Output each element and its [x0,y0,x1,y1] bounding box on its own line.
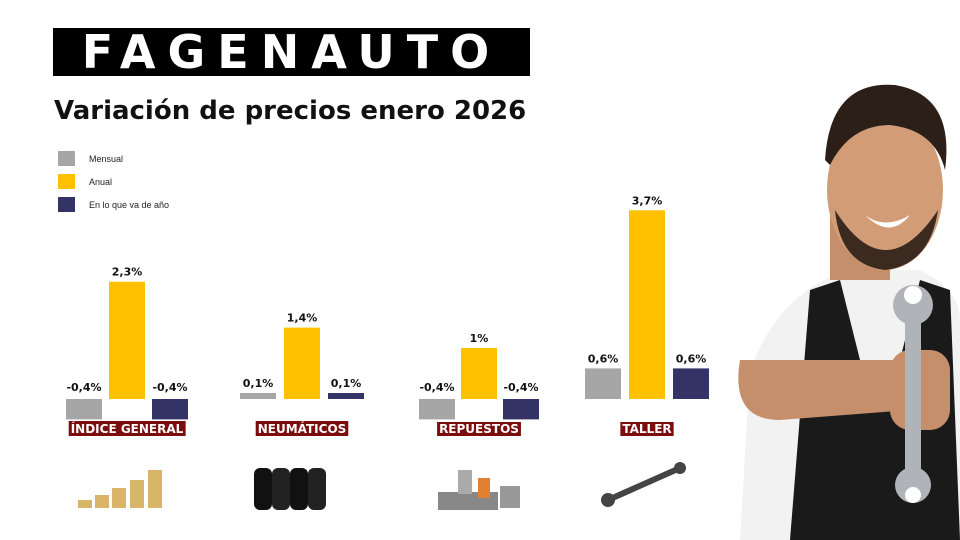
car-parts-icon [438,470,520,510]
category-label: ÍNDICE GENERAL [71,421,184,436]
legend-item-anual: Anual [58,170,169,193]
bar-0-0 [66,399,102,420]
data-label: -0,4% [419,381,454,394]
bar-2-0 [152,399,188,420]
data-label: 0,1% [331,377,362,390]
bar-0-1 [240,393,276,399]
category-label: NEUMÁTICOS [258,421,347,436]
category-label: REPUESTOS [439,422,519,436]
category-icons [78,462,686,510]
logo: FAGENAUTO [53,28,530,76]
bar-1-2 [461,348,497,399]
tires-icon [254,468,326,510]
data-label: -0,4% [66,381,101,394]
bar-0-3 [585,368,621,399]
legend-label: Anual [89,176,113,187]
data-label: 1,4% [287,312,318,325]
mechanic-photo [738,84,960,540]
bar-2-1 [328,393,364,399]
bar-1-3 [629,210,665,399]
bar-0-2 [419,399,455,420]
bar-1-0 [109,281,145,399]
legend: Mensual Anual En lo que va de año [58,147,169,216]
legend-label: Mensual [89,153,124,164]
category-label: TALLER [622,422,671,436]
data-label: 0,6% [588,352,619,365]
legend-item-ytd: En lo que va de año [58,193,169,216]
bar-chart: -0,4% 2,3% -0,4% ÍNDICE GENERAL 0,1% 1,4% 0,1%… [66,194,709,436]
data-label: 0,6% [676,352,707,365]
bar-2-2 [503,399,539,420]
data-label: 1% [470,332,489,345]
bar-2-3 [673,368,709,399]
bar-1-1 [284,327,320,399]
data-label: 2,3% [112,266,143,279]
legend-label: En lo que va de año [89,199,170,210]
data-label: 3,7% [632,194,663,207]
category-label-bg [620,422,674,436]
data-label: 0,1% [243,377,274,390]
page-title: Variación de precios enero 2026 [54,96,527,126]
category-label-bg [437,422,521,436]
data-label: -0,4% [503,381,538,394]
category-label-bg [255,421,349,436]
wrench-icon [601,462,686,507]
legend-item-mensual: Mensual [58,147,169,170]
data-label: -0,4% [152,381,187,394]
category-label-bg [68,421,186,436]
coins-icon [78,470,162,508]
